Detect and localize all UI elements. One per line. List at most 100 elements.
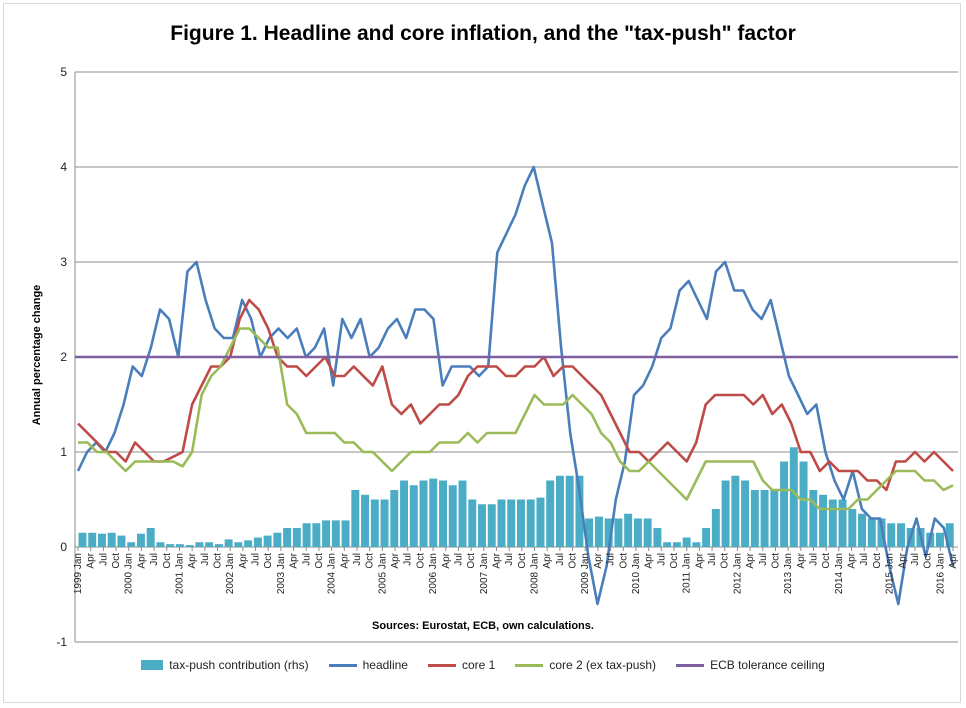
x-axis-ticks: 1999 Jan Apr Jul Oct 2000 Jan Apr Jul Oct 2001 J… bbox=[73, 547, 959, 594]
bar bbox=[721, 480, 730, 547]
bar bbox=[809, 490, 818, 547]
legend: tax-push contribution (rhs) headline core … bbox=[0, 658, 966, 672]
series-line-headline bbox=[76, 165, 955, 606]
bar bbox=[819, 494, 828, 547]
bar bbox=[136, 533, 145, 547]
bar bbox=[731, 475, 740, 547]
legend-label: core 2 (ex tax-push) bbox=[549, 658, 657, 672]
bar bbox=[341, 520, 350, 547]
legend-label: ECB tolerance ceiling bbox=[710, 658, 825, 672]
bar bbox=[624, 513, 633, 547]
bar bbox=[682, 537, 691, 547]
x-tick-label: Oct bbox=[923, 553, 934, 569]
x-tick-label: Oct bbox=[162, 553, 173, 569]
bar bbox=[604, 518, 613, 547]
bar bbox=[88, 532, 97, 547]
x-tick-label: Oct bbox=[872, 553, 883, 569]
series-line-core bbox=[78, 327, 954, 511]
bar bbox=[351, 490, 360, 547]
x-tick-label: Oct bbox=[263, 553, 274, 569]
bar bbox=[146, 528, 155, 547]
bar bbox=[185, 545, 194, 547]
x-tick-label: Jul bbox=[859, 553, 870, 566]
x-tick-label: Apr bbox=[339, 552, 350, 568]
legend-label: headline bbox=[362, 658, 408, 672]
bar bbox=[546, 480, 555, 547]
bar bbox=[633, 518, 642, 547]
legend-item: ECB tolerance ceiling bbox=[676, 658, 825, 672]
bar bbox=[672, 542, 681, 547]
bar bbox=[390, 490, 399, 547]
bar bbox=[253, 537, 262, 547]
bar bbox=[517, 499, 525, 547]
bar bbox=[848, 509, 857, 547]
x-tick-label: Apr bbox=[847, 552, 858, 568]
bar bbox=[361, 494, 370, 547]
bar bbox=[575, 475, 584, 547]
bar bbox=[448, 485, 457, 547]
x-tick-label: Oct bbox=[568, 553, 579, 569]
x-tick-label: Oct bbox=[720, 553, 731, 569]
legend-swatch bbox=[427, 663, 456, 667]
legend-item: headline bbox=[328, 658, 408, 672]
x-tick-label: Jul bbox=[251, 553, 262, 566]
x-tick-label: Apr bbox=[491, 552, 502, 568]
bar bbox=[555, 475, 564, 547]
bar bbox=[205, 542, 214, 547]
x-tick-label: Jul bbox=[301, 553, 312, 566]
x-tick-label: Apr bbox=[187, 552, 198, 568]
bar bbox=[292, 528, 301, 547]
x-tick-label: Jul bbox=[656, 553, 667, 566]
x-tick-label: Apr bbox=[644, 552, 655, 568]
legend-label: core 1 bbox=[461, 658, 496, 672]
x-tick-label: 2002 Jan bbox=[225, 553, 236, 594]
bar bbox=[312, 523, 321, 547]
bar bbox=[711, 509, 720, 547]
bar bbox=[867, 518, 876, 547]
x-tick-label: Jul bbox=[403, 553, 414, 566]
x-tick-label: 2006 Jan bbox=[428, 553, 439, 594]
x-tick-label: 1999 Jan bbox=[73, 553, 84, 594]
chart-title: Figure 1. Headline and core inflation, a… bbox=[170, 22, 796, 45]
x-tick-label: Jul bbox=[809, 553, 820, 566]
x-tick-label: Jul bbox=[758, 553, 769, 566]
bar bbox=[244, 540, 253, 547]
bar bbox=[331, 520, 340, 547]
x-tick-label: 2001 Jan bbox=[174, 553, 185, 594]
x-tick-label: Oct bbox=[111, 553, 122, 569]
x-tick-label: Oct bbox=[365, 553, 376, 569]
x-tick-label: Apr bbox=[948, 552, 959, 568]
bar bbox=[429, 478, 438, 547]
x-tick-label: Apr bbox=[542, 552, 553, 568]
y-axis-ticks: -1 0 1 2 3 4 5 bbox=[56, 65, 67, 649]
bar bbox=[858, 513, 866, 547]
bar bbox=[370, 499, 379, 547]
x-tick-label: Apr bbox=[238, 552, 249, 568]
x-tick-label: Oct bbox=[770, 553, 781, 569]
x-tick-label: Oct bbox=[618, 553, 629, 569]
y-tick-label: 1 bbox=[60, 445, 67, 459]
x-tick-label: 2013 Jan bbox=[783, 553, 794, 594]
x-tick-label: Oct bbox=[669, 553, 680, 569]
legend-item: core 1 bbox=[427, 658, 496, 672]
x-tick-label: Apr bbox=[593, 552, 604, 568]
bar bbox=[614, 518, 623, 547]
x-tick-label: 2010 Jan bbox=[631, 553, 642, 594]
bar bbox=[283, 528, 292, 547]
bar bbox=[214, 544, 223, 547]
x-tick-label: Jul bbox=[555, 553, 566, 566]
bar bbox=[468, 499, 477, 547]
bar bbox=[409, 485, 418, 547]
bar bbox=[156, 542, 165, 547]
series-line-core bbox=[77, 298, 954, 492]
bar bbox=[526, 499, 535, 547]
legend-item: tax-push contribution (rhs) bbox=[141, 658, 309, 672]
bar bbox=[273, 532, 282, 547]
x-tick-label: Oct bbox=[314, 553, 325, 569]
x-tick-label: 2000 Jan bbox=[124, 553, 135, 594]
bar bbox=[565, 475, 574, 547]
x-tick-label: Oct bbox=[517, 553, 528, 569]
x-tick-label: Apr bbox=[745, 552, 756, 568]
bar bbox=[322, 520, 331, 547]
x-tick-label: Apr bbox=[136, 552, 147, 568]
